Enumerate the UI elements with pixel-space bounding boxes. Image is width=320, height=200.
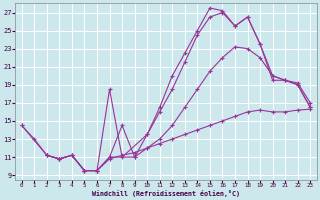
X-axis label: Windchill (Refroidissement éolien,°C): Windchill (Refroidissement éolien,°C) <box>92 190 240 197</box>
